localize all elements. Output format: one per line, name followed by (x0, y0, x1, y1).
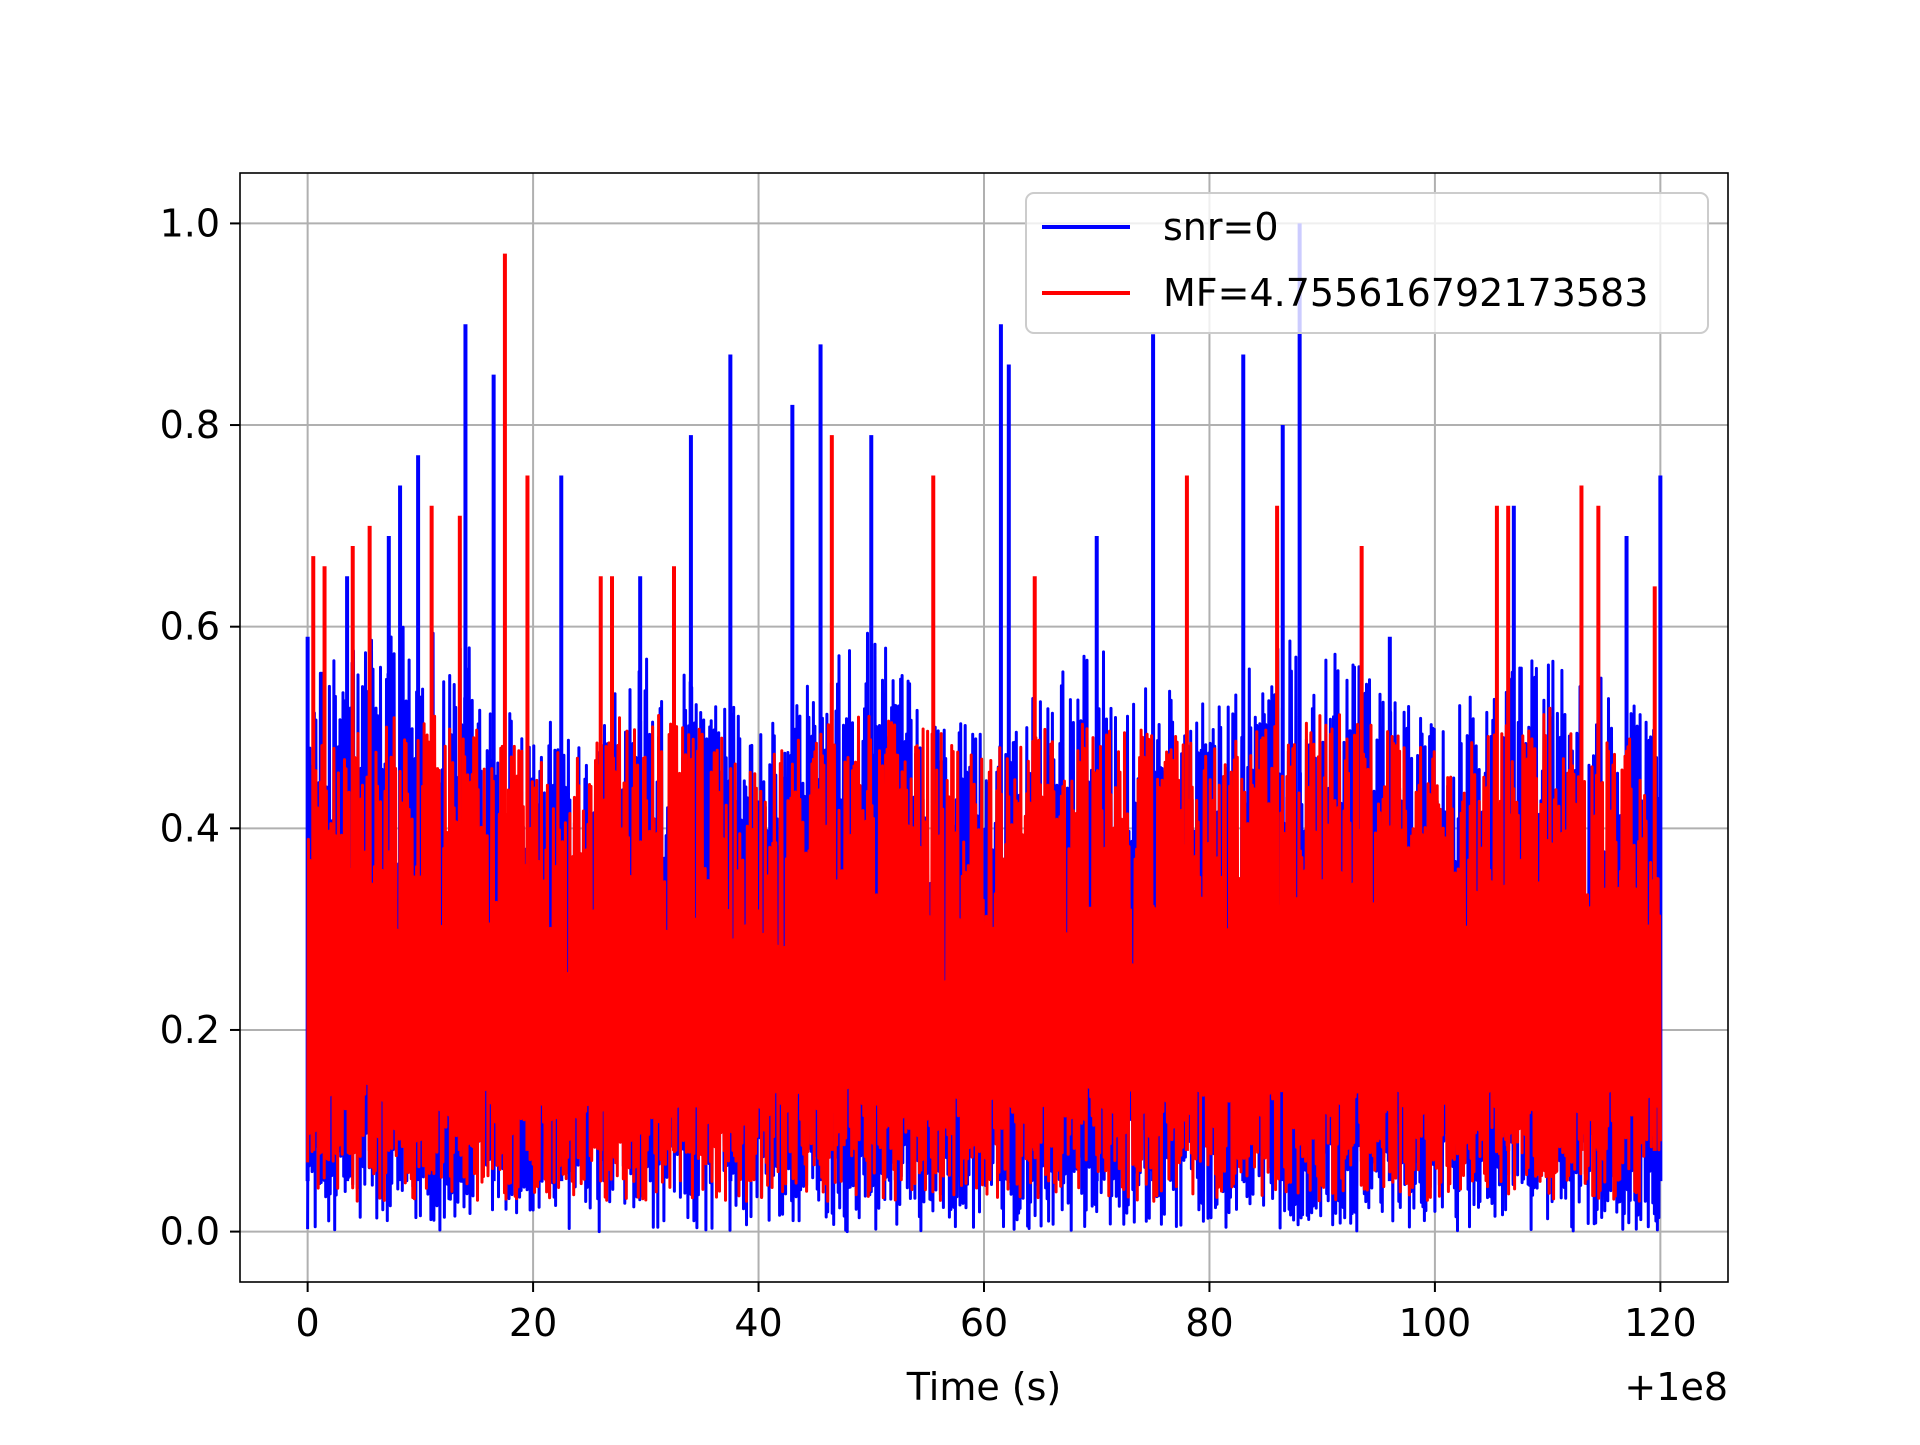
series-line-mf (306, 706, 1662, 1203)
legend: snr=0 MF=4.755616792173583 (1025, 192, 1709, 334)
series-layer (305, 223, 1663, 1234)
y-tick-label: 0.0 (160, 1210, 220, 1254)
y-axis-ticks: 0.0 0.2 0.4 0.6 0.8 1.0 (160, 201, 240, 1254)
y-tick-label: 0.6 (160, 605, 220, 649)
x-tick-label: 0 (296, 1301, 320, 1345)
legend-box (1025, 192, 1709, 334)
y-tick-label: 0.4 (160, 806, 220, 850)
y-tick-label: 0.2 (160, 1008, 220, 1052)
y-tick-label: 1.0 (160, 201, 220, 245)
x-tick-label: 120 (1624, 1301, 1697, 1345)
x-axis-offset-label: +1e8 (1624, 1365, 1728, 1409)
legend-label-mf: MF=4.755616792173583 (1163, 271, 1648, 315)
x-tick-label: 40 (734, 1301, 782, 1345)
x-axis-ticks: 0 20 40 60 80 100 120 (296, 1282, 1697, 1345)
x-tick-label: 60 (960, 1301, 1008, 1345)
x-tick-label: 20 (509, 1301, 557, 1345)
x-axis-label: Time (s) (906, 1365, 1062, 1409)
legend-label-snr: snr=0 (1163, 205, 1279, 249)
x-tick-label: 80 (1185, 1301, 1233, 1345)
y-tick-label: 0.8 (160, 403, 220, 447)
x-tick-label: 100 (1399, 1301, 1472, 1345)
